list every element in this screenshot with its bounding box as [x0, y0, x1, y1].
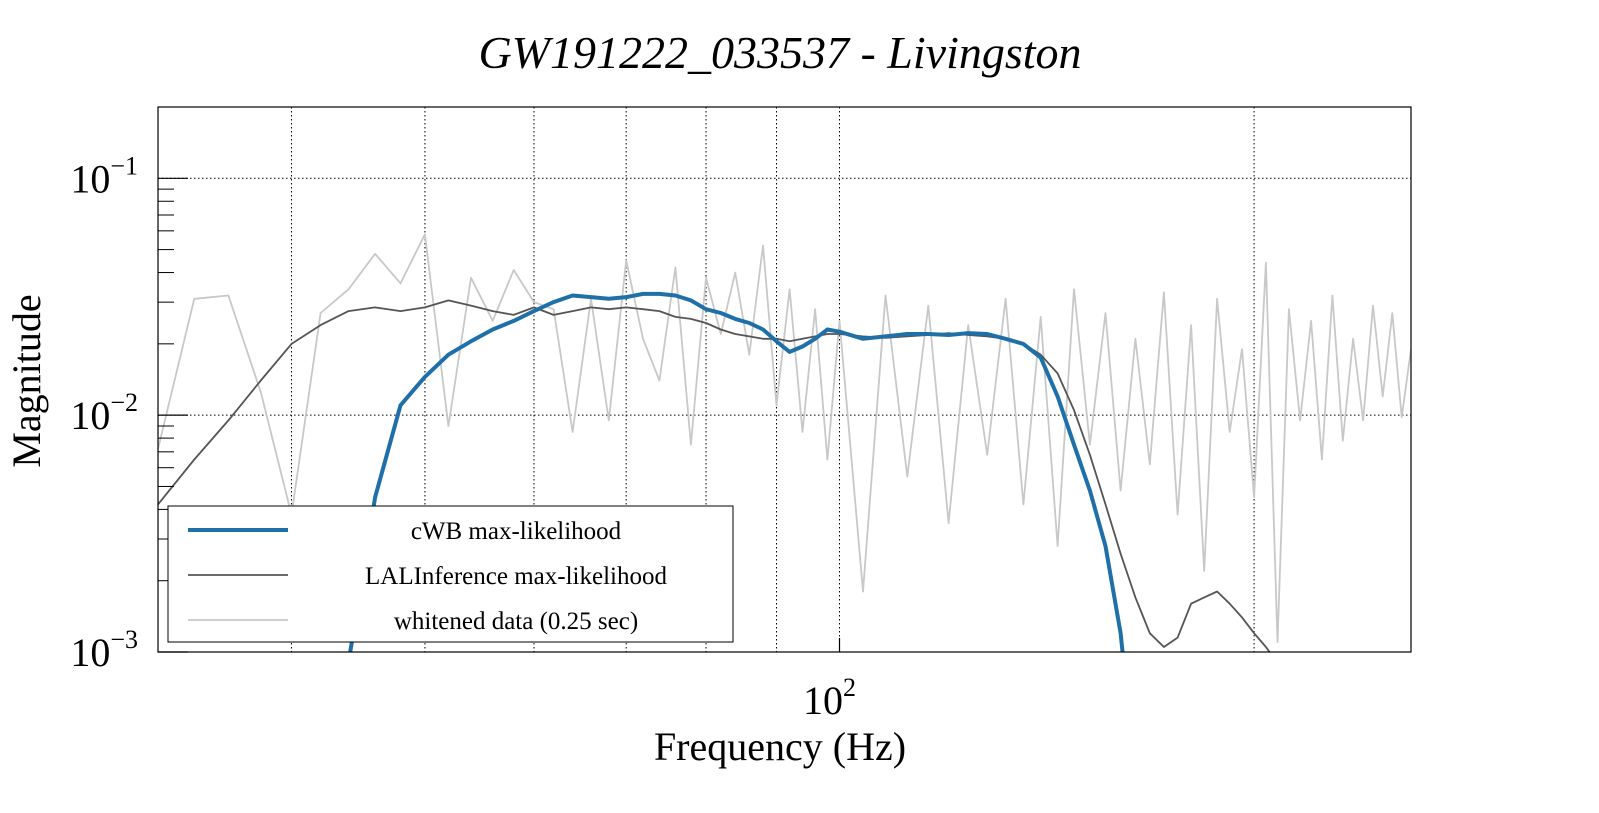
y-tick-label: 10−2 [70, 388, 138, 438]
legend-label: LALInference max-likelihood [365, 563, 667, 590]
legend: cWB max-likelihood LALInference max-likel… [167, 505, 734, 643]
legend-label: whitened data (0.25 sec) [394, 608, 638, 635]
y-tick-label: 10−3 [70, 625, 138, 675]
series-line-2 [158, 233, 1411, 644]
axis-ticks: 10−1 10−2 10−3 102 [70, 151, 856, 723]
series-layer [158, 233, 1411, 652]
chart-title: GW191222_033537 - Livingston [478, 27, 1081, 78]
y-axis-label: Magnitude [4, 294, 49, 467]
y-tick-label: 10−1 [70, 151, 138, 201]
series-line-1 [158, 299, 1271, 652]
series-line-0 [348, 291, 1125, 652]
x-tick-label: 102 [803, 673, 856, 723]
x-axis-label: Frequency (Hz) [654, 724, 906, 769]
plot-frame [157, 106, 1412, 653]
legend-label: cWB max-likelihood [411, 518, 622, 545]
